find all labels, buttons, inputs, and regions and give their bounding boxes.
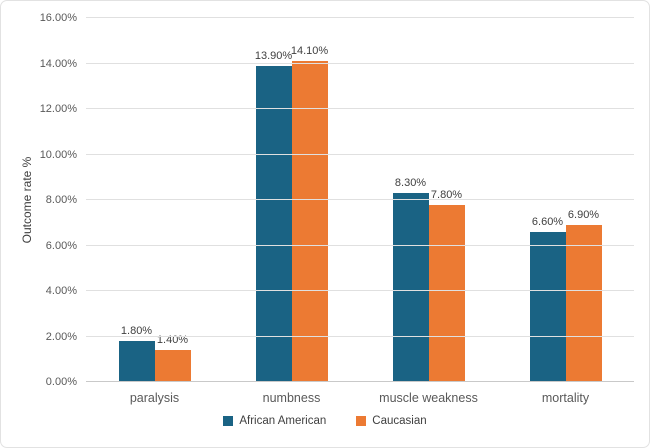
x-category-label: mortality (541, 391, 590, 405)
bar-groups: 1.80% 1.40% paralysis 13.90% 14.10% numbness 8… (86, 18, 634, 405)
bar-group-numbness: 13.90% 14.10% numbness (223, 18, 360, 405)
data-label: 14.10% (290, 45, 329, 58)
gridline (86, 335, 634, 337)
legend-label: Caucasian (372, 415, 427, 427)
x-axis-line (86, 381, 634, 382)
legend-swatch-icon (356, 416, 367, 426)
bar-group-paralysis: 1.80% 1.40% paralysis (86, 18, 223, 405)
y-tick-label: 8.00% (45, 194, 77, 206)
legend: African American Caucasian (1, 415, 649, 427)
data-label: 13.90% (254, 49, 293, 62)
x-category-label: numbness (262, 391, 321, 405)
gridline (86, 17, 634, 18)
data-label: 1.80% (120, 325, 153, 338)
bar-pair: 6.60% 6.90% (529, 18, 602, 382)
y-tick-label: 6.00% (45, 239, 77, 252)
y-tick-label: 4.00% (45, 285, 77, 297)
bar-slot: 14.10% (290, 18, 329, 382)
gridline (86, 290, 634, 291)
legend-label: African American (239, 415, 327, 427)
y-tick-label: 10.00% (39, 148, 77, 161)
bar-caucasian (565, 225, 602, 382)
y-tick-label: 12.00% (39, 103, 77, 115)
data-label: 1.40% (156, 334, 189, 347)
gridline (86, 62, 634, 64)
bar-slot: 6.90% (565, 18, 602, 382)
bar-slot: 1.80% (118, 18, 155, 382)
bar-slot: 13.90% (254, 18, 293, 382)
data-label: 6.60% (531, 215, 564, 228)
bar-group-mortality: 6.60% 6.90% mortality (497, 18, 634, 405)
bar-caucasian (428, 204, 465, 382)
data-label: 7.80% (430, 188, 463, 201)
bar-pair: 8.30% 7.80% (392, 18, 465, 382)
gridline (86, 153, 634, 155)
bar-african-american (529, 231, 566, 382)
bar-slot: 8.30% (392, 18, 429, 382)
bar-caucasian (154, 350, 191, 382)
bar-african-american (118, 341, 155, 382)
y-axis-title: Outcome rate % (20, 156, 34, 244)
legend-item-african-american: African American (223, 415, 326, 427)
y-tick-label: 2.00% (45, 330, 77, 343)
y-tick-label: 16.00% (39, 12, 77, 24)
x-category-label: paralysis (129, 391, 180, 405)
bar-slot: 6.60% (529, 18, 566, 382)
legend-swatch-icon (223, 416, 234, 426)
y-tick-label: 14.00% (39, 57, 77, 70)
gridline (86, 244, 634, 246)
gridline (86, 199, 634, 200)
bar-pair: 1.80% 1.40% (118, 18, 191, 382)
legend-item-caucasian: Caucasian (356, 415, 427, 427)
data-label: 6.90% (567, 209, 600, 222)
x-category-label: muscle weakness (379, 391, 478, 405)
bar-african-american (392, 193, 429, 382)
gridline (86, 108, 634, 109)
bar-slot: 1.40% (154, 18, 191, 382)
bar-african-american (255, 65, 292, 382)
y-tick-label: 0.00% (45, 376, 77, 388)
data-label: 8.30% (394, 177, 427, 190)
bar-caucasian (291, 61, 328, 382)
bar-slot: 7.80% (428, 18, 465, 382)
plot-area: 1.80% 1.40% paralysis 13.90% 14.10% numbness 8… (40, 12, 634, 405)
bar-group-muscle-weakness: 8.30% 7.80% muscle weakness (360, 18, 497, 405)
bar-pair: 13.90% 14.10% (254, 18, 329, 382)
